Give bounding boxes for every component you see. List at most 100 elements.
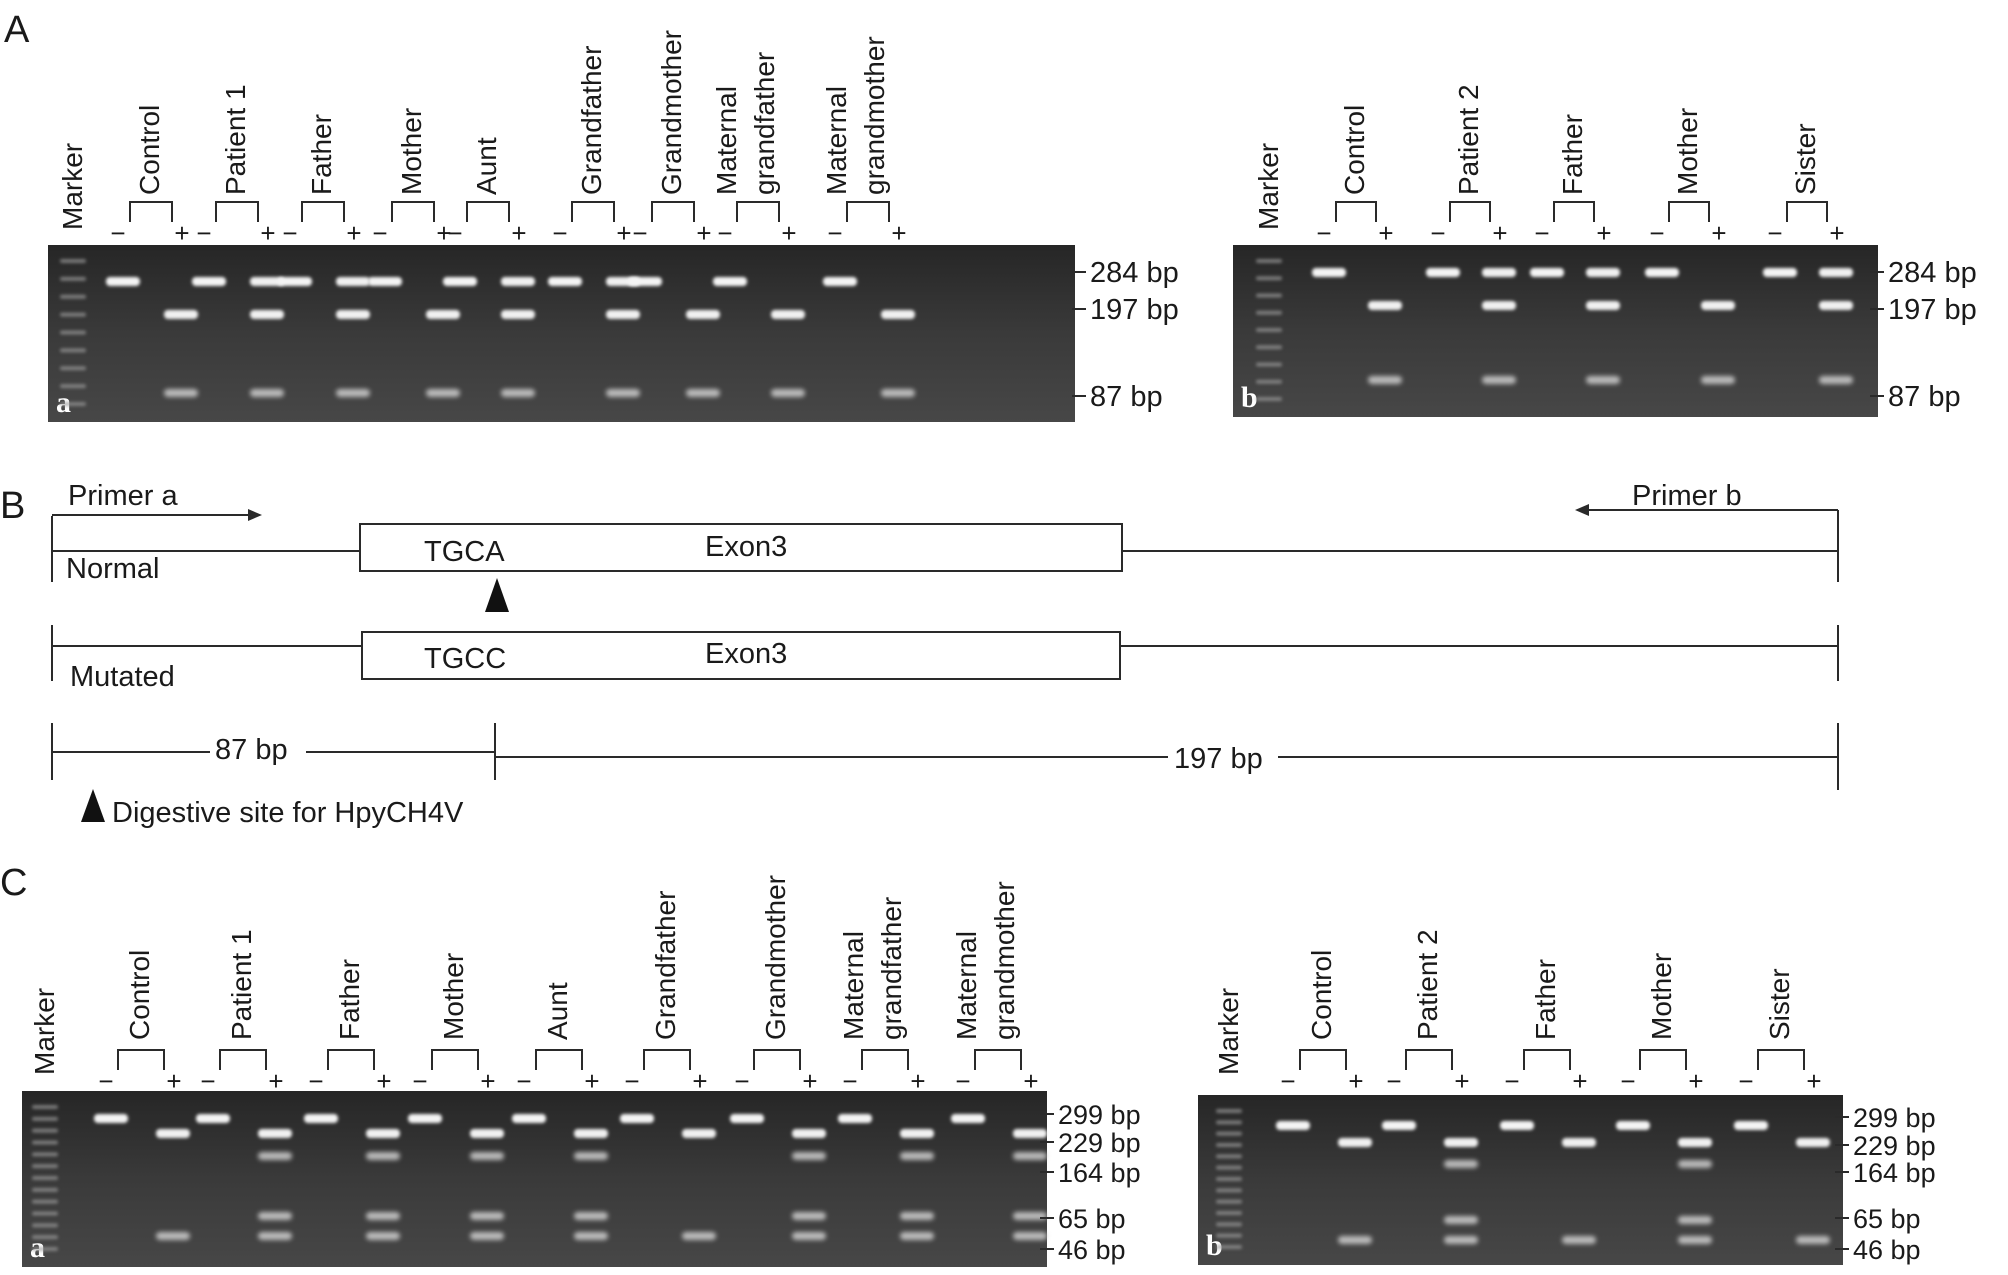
plus-sign: +	[511, 218, 526, 248]
legend-triangle	[81, 789, 105, 822]
ladder-band	[1216, 1222, 1242, 1227]
lane-label-grandfather: Grandfather	[576, 46, 607, 195]
minus-sign: −	[632, 218, 647, 248]
ladder-band	[32, 1211, 58, 1216]
band-284-sister	[1819, 268, 1853, 277]
ladder-band	[60, 294, 86, 299]
lane-label-mother: Mother	[1672, 108, 1703, 195]
plus-sign: +	[166, 1066, 181, 1096]
minus-sign: −	[1649, 218, 1664, 248]
band-284-patient-1	[250, 277, 284, 286]
lane-label-aunt: Aunt	[542, 982, 573, 1040]
bp-label-164-bp: 164 bp	[1058, 1158, 1141, 1188]
minus-sign: −	[955, 1066, 970, 1096]
ladder-band	[1216, 1177, 1242, 1181]
band-undigested-aunt	[443, 277, 477, 286]
ladder-band	[1216, 1143, 1242, 1147]
ladder-band	[1216, 1211, 1242, 1215]
bp-label-65-bp: 65 bp	[1853, 1204, 1921, 1234]
bp-label-65-bp: 65 bp	[1058, 1204, 1126, 1234]
exon3-box-normal	[359, 523, 1123, 572]
minus-sign: −	[1504, 1066, 1519, 1096]
band-229-maternal-grandfather	[900, 1129, 934, 1138]
band-229-mother	[470, 1129, 504, 1138]
legend-text: Digestive site for HpyCH4V	[112, 797, 464, 829]
plus-sign: +	[802, 1066, 817, 1096]
ladder-band	[32, 1223, 58, 1228]
lane-label-marker: Marker	[1213, 988, 1244, 1075]
band-undigested-maternal-grandmother	[951, 1114, 985, 1123]
lane-label-father: Father	[1530, 959, 1561, 1040]
ladder-band	[32, 1247, 58, 1251]
exon3-label-normal: Exon3	[705, 531, 787, 563]
band-229-aunt	[574, 1129, 608, 1138]
lane-label-patient-2: Patient 2	[1412, 929, 1443, 1040]
lane-label-aunt: Aunt	[471, 137, 502, 195]
band-undigested-patient-1	[192, 277, 226, 286]
band-164-maternal-grandmother	[1013, 1152, 1047, 1160]
bp-label-299-bp: 299 bp	[1853, 1103, 1936, 1133]
band-87-aunt	[501, 389, 535, 397]
ladder-band	[32, 1235, 58, 1240]
ladder-band	[32, 1187, 58, 1192]
plus-sign: +	[1711, 218, 1726, 248]
band-197-patient-1	[250, 310, 284, 319]
band-164-father	[366, 1152, 400, 1160]
band-197-sister	[1819, 301, 1853, 310]
band-undigested-control	[106, 277, 140, 286]
band-197-maternal-grandmother	[881, 310, 915, 319]
lane-label-mother: Mother	[1646, 953, 1677, 1040]
band-46-grandfather	[682, 1232, 716, 1240]
band-197-control	[164, 310, 198, 319]
ladder-band	[60, 259, 86, 263]
ladder-band	[1216, 1154, 1242, 1159]
restriction-site-diagram	[51, 509, 1839, 790]
plus-sign: +	[1806, 1066, 1821, 1096]
band-197-father	[336, 310, 370, 319]
band-undigested-maternal-grandfather	[838, 1114, 872, 1123]
plus-sign: +	[891, 218, 906, 248]
band-164-mother	[1678, 1160, 1712, 1168]
band-46-patient-2	[1444, 1236, 1478, 1244]
plus-sign: +	[696, 218, 711, 248]
exon3-label-mutated: Exon3	[705, 638, 787, 670]
lane-bracket-control	[117, 1049, 165, 1070]
ladder-band	[1216, 1233, 1242, 1238]
band-undigested-control	[94, 1114, 128, 1123]
minus-sign: −	[516, 1066, 531, 1096]
minus-sign: −	[1280, 1066, 1295, 1096]
band-65-mother	[470, 1212, 504, 1220]
band-undigested-father	[278, 277, 312, 286]
band-46-aunt	[574, 1232, 608, 1240]
ladder-band	[1256, 293, 1282, 298]
lane-label-father: Father	[306, 114, 337, 195]
plus-sign: +	[1454, 1066, 1469, 1096]
band-65-mother	[1678, 1216, 1712, 1224]
lane-bracket-sister	[1757, 1049, 1805, 1070]
plus-sign: +	[346, 218, 361, 248]
bp-label-229-bp: 229 bp	[1853, 1131, 1936, 1161]
lane-bracket-mother	[1668, 201, 1710, 222]
band-197-father	[1586, 301, 1620, 310]
cut-site-triangle	[485, 578, 509, 612]
band-87-maternal-grandmother	[881, 389, 915, 397]
band-46-patient-1	[258, 1232, 292, 1240]
gel-corner-label: b	[1241, 381, 1258, 414]
band-229-father	[366, 1129, 400, 1138]
plus-sign: +	[174, 218, 189, 248]
lane-label-sister: Sister	[1790, 123, 1821, 195]
minus-sign: −	[110, 218, 125, 248]
band-229-mother	[1678, 1138, 1712, 1147]
ladder-band	[1256, 397, 1282, 401]
bp-label-46-bp: 46 bp	[1058, 1235, 1126, 1265]
bp-label-197-bp: 197 bp	[1888, 294, 1977, 326]
ladder-band	[60, 366, 86, 371]
lane-bracket-mother	[1639, 1049, 1687, 1070]
lane-label-patient-1: Patient 1	[220, 84, 251, 195]
band-87-patient-1	[250, 389, 284, 397]
minus-sign: −	[1316, 218, 1331, 248]
lane-bracket-aunt	[466, 201, 510, 222]
lane-bracket-mother	[391, 201, 435, 222]
plus-sign: +	[1023, 1066, 1038, 1096]
band-197-control	[1368, 301, 1402, 310]
